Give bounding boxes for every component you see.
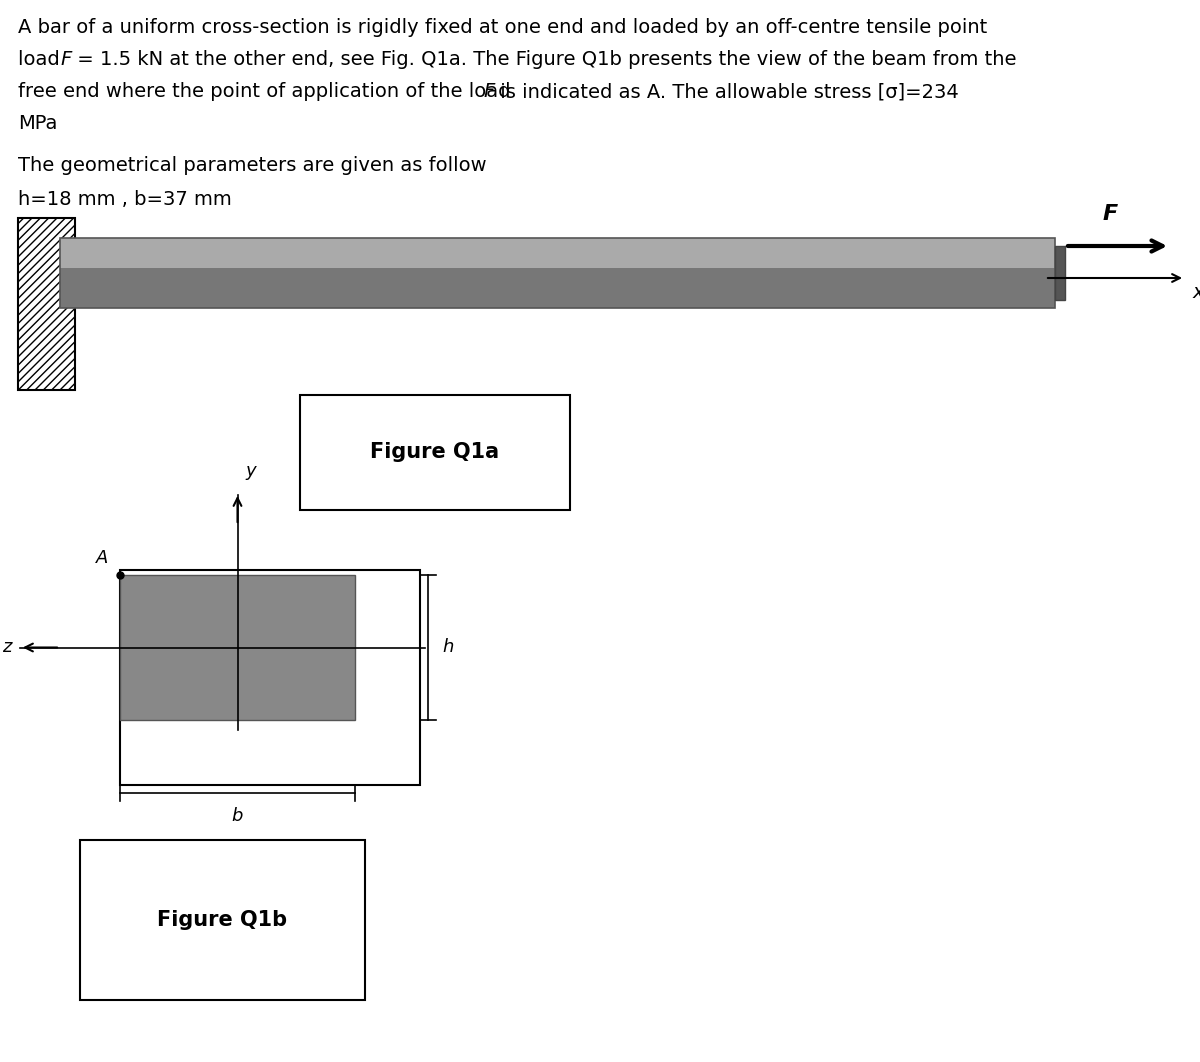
Text: h: h [442, 638, 454, 656]
Text: Figure Q1b: Figure Q1b [157, 910, 288, 930]
Text: F: F [60, 50, 71, 69]
Bar [60, 238, 1055, 268]
Text: Figure Q1a: Figure Q1a [371, 443, 499, 462]
Text: x: x [1193, 282, 1200, 302]
Text: = 1.5 kN at the other end, see Fig. Q1a. The Figure Q1b presents the view of the: = 1.5 kN at the other end, see Fig. Q1a.… [71, 50, 1016, 69]
Bar [120, 570, 420, 785]
Text: is indicated as A. The allowable stress [σ]=234: is indicated as A. The allowable stress … [494, 82, 959, 101]
Text: z: z [2, 638, 12, 656]
Text: MPa: MPa [18, 114, 58, 133]
Text: h=18 mm , b=37 mm: h=18 mm , b=37 mm [18, 190, 232, 209]
Text: b: b [232, 807, 244, 825]
Text: The geometrical parameters are given as follow: The geometrical parameters are given as … [18, 156, 487, 175]
Text: A bar of a uniform cross-section is rigidly fixed at one end and loaded by an of: A bar of a uniform cross-section is rigi… [18, 18, 988, 37]
Bar [80, 840, 365, 1000]
Bar [300, 395, 570, 510]
Bar [60, 238, 1055, 308]
Bar [120, 575, 355, 720]
Text: y: y [246, 462, 256, 480]
Text: F: F [1103, 204, 1117, 224]
Bar [60, 268, 1055, 308]
Text: A: A [96, 549, 108, 567]
Text: F: F [482, 82, 494, 101]
Text: free end where the point of application of the load: free end where the point of application … [18, 82, 517, 101]
Bar [1055, 246, 1066, 299]
Bar [18, 218, 74, 390]
Text: load: load [18, 50, 66, 69]
